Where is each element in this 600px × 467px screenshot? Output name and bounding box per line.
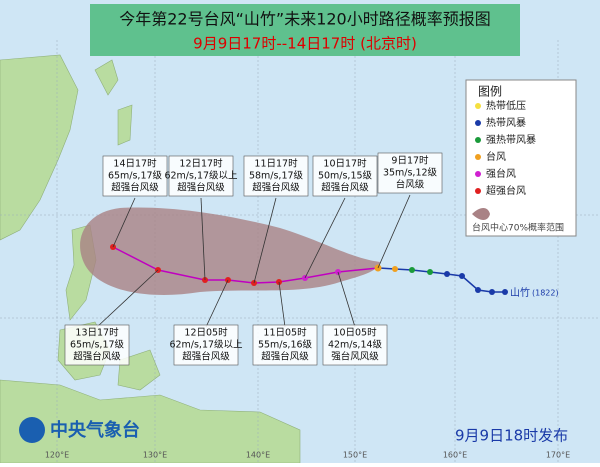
callout-box	[312, 155, 378, 197]
callout-line: 65m/s,17级	[70, 339, 125, 351]
legend-cone-swatch	[472, 208, 490, 220]
callout-leader	[253, 197, 277, 284]
callout-leader	[278, 281, 286, 328]
callout-line: 9日17时	[391, 155, 429, 167]
callout-line: 58m/s,17级	[249, 170, 304, 182]
callout-leader	[200, 197, 206, 281]
callout-leader	[337, 271, 356, 328]
callout-leader	[377, 194, 411, 269]
callout-line: 超强台风级	[252, 182, 300, 194]
legend-cone-label: 台风中心70%概率范围	[472, 222, 564, 234]
callout-box	[243, 155, 309, 197]
legend-label: 热带低压	[486, 99, 526, 112]
callout-line: 10日05时	[333, 327, 377, 339]
callout-line: 42m/s,14级	[328, 339, 383, 351]
legend-marker	[475, 137, 481, 143]
callout-leader	[112, 197, 136, 248]
callout-line: 12日17时	[179, 158, 223, 170]
callout-box	[168, 155, 234, 197]
callout-line: 超强台风级	[321, 182, 369, 194]
title: 今年第22号台风“山竹”未来120小时路径概率预报图	[119, 10, 490, 29]
longitude-label: 120°E	[45, 451, 69, 460]
issued-time: 9月9日18时发布	[455, 427, 568, 445]
callout-line: 超强台风级	[177, 182, 225, 194]
callout-line: 62m/s,17级以上	[169, 339, 243, 351]
callouts: 14日17时65m/s,17级超强台风级12日17时62m/s,17级以上超强台…	[64, 152, 443, 366]
callout-leader	[304, 197, 346, 279]
callout-line: 65m/s,17级	[108, 170, 163, 182]
callout-line: 62m/s,17级以上	[164, 170, 238, 182]
storm-name: 山竹	[510, 286, 530, 299]
callout-line: 13日17时	[75, 327, 119, 339]
legend-label: 热带风暴	[486, 116, 526, 129]
callout-line: 台风级	[396, 179, 425, 191]
longitude-label: 140°E	[246, 451, 270, 460]
callout-box	[64, 324, 130, 366]
legend-label: 台风	[486, 150, 506, 163]
callout-leader	[96, 269, 159, 328]
callout-leader	[205, 279, 229, 328]
callout-line: 超强台风级	[73, 351, 121, 363]
longitude-labels: 120°E 130°E 140°E 150°E 160°E 170°E	[45, 451, 570, 460]
callout-line: 50m/s,15级	[318, 170, 373, 182]
callout-line: 强台风风级	[331, 351, 379, 363]
callout-line: 12日05时	[184, 327, 228, 339]
legend-label: 超强台风	[486, 184, 526, 197]
callout-line: 10日17时	[323, 158, 367, 170]
longitude-label: 170°E	[546, 451, 570, 460]
legend-label: 强热带风暴	[486, 133, 536, 146]
longitude-label: 130°E	[143, 451, 167, 460]
callout-line: 11日05时	[263, 327, 307, 339]
callout-box	[173, 324, 239, 366]
callout-line: 14日17时	[113, 158, 157, 170]
legend-marker	[475, 103, 481, 109]
agency: 中央气象台	[50, 419, 140, 441]
title-banner	[90, 4, 520, 56]
longitude-label: 150°E	[343, 451, 367, 460]
track-points	[110, 244, 508, 295]
callout-line: 35m/s,12级	[383, 167, 438, 179]
callout-box	[252, 324, 318, 366]
legend-marker	[475, 120, 481, 126]
callout-line: 超强台风级	[261, 351, 309, 363]
callout-line: 11日17时	[254, 158, 298, 170]
legend-label: 强台风	[486, 167, 516, 180]
legend-marker	[475, 154, 481, 160]
storm-code: (1822)	[532, 289, 559, 298]
callout-line: 超强台风级	[182, 351, 230, 363]
subtitle: 9月9日17时--14日17时 (北京时)	[193, 35, 417, 53]
logo	[19, 417, 45, 443]
callout-box	[322, 324, 388, 366]
legend-marker	[475, 171, 481, 177]
callout-box	[377, 152, 443, 194]
legend-marker	[475, 188, 481, 194]
callout-line: 超强台风级	[111, 182, 159, 194]
longitude-label: 160°E	[443, 451, 467, 460]
callout-line: 55m/s,16级	[258, 339, 313, 351]
callout-box	[102, 155, 168, 197]
legend-title: 图例	[478, 85, 502, 99]
